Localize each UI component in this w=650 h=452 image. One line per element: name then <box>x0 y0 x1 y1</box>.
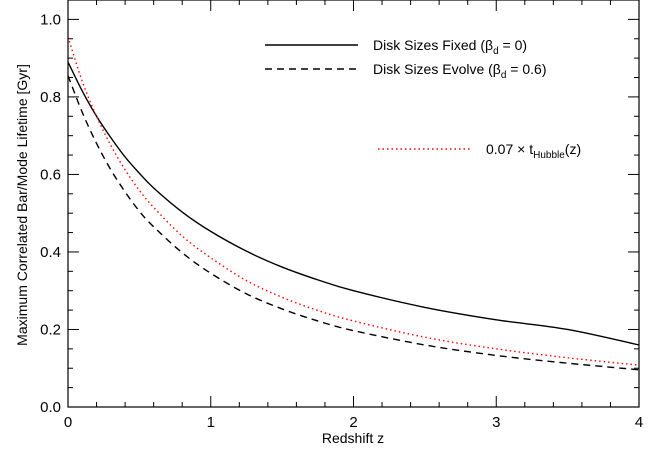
x-tick-label: 2 <box>349 414 357 431</box>
y-tick-label: 0.2 <box>40 321 61 338</box>
tick-labels: 0 1 2 3 4 0.0 0.2 0.4 0.6 0.8 1.0 <box>40 11 643 431</box>
series-line-disk-sizes-fixed <box>68 61 639 346</box>
y-tick-label: 0.8 <box>40 89 61 106</box>
series-line-hubble-time <box>68 36 639 366</box>
x-tick-label: 3 <box>492 414 500 431</box>
y-axis-label: Maximum Correlated Bar/Mode Lifetime [Gy… <box>14 64 30 346</box>
legend-label-fixed: Disk Sizes Fixed (βd = 0) <box>373 37 527 57</box>
x-tick-label: 4 <box>635 414 643 431</box>
plot-frame <box>67 0 640 408</box>
y-tick-label: 1.0 <box>40 11 61 28</box>
axis-ticks <box>67 0 640 408</box>
legend-label-hubble: 0.07 × tHubble(z) <box>486 141 581 161</box>
y-tick-label: 0.0 <box>40 399 61 416</box>
x-tick-label: 1 <box>207 414 215 431</box>
legend-label-evolve: Disk Sizes Evolve (βd = 0.6) <box>373 61 547 81</box>
y-tick-label: 0.6 <box>40 166 61 183</box>
series-lines <box>68 36 639 371</box>
legend: Disk Sizes Fixed (βd = 0) Disk Sizes Evo… <box>265 37 581 161</box>
y-tick-label: 0.4 <box>40 244 61 261</box>
x-tick-label: 0 <box>64 414 72 431</box>
x-axis-label: Redshift z <box>322 430 384 446</box>
series-line-disk-sizes-evolve <box>68 75 639 371</box>
